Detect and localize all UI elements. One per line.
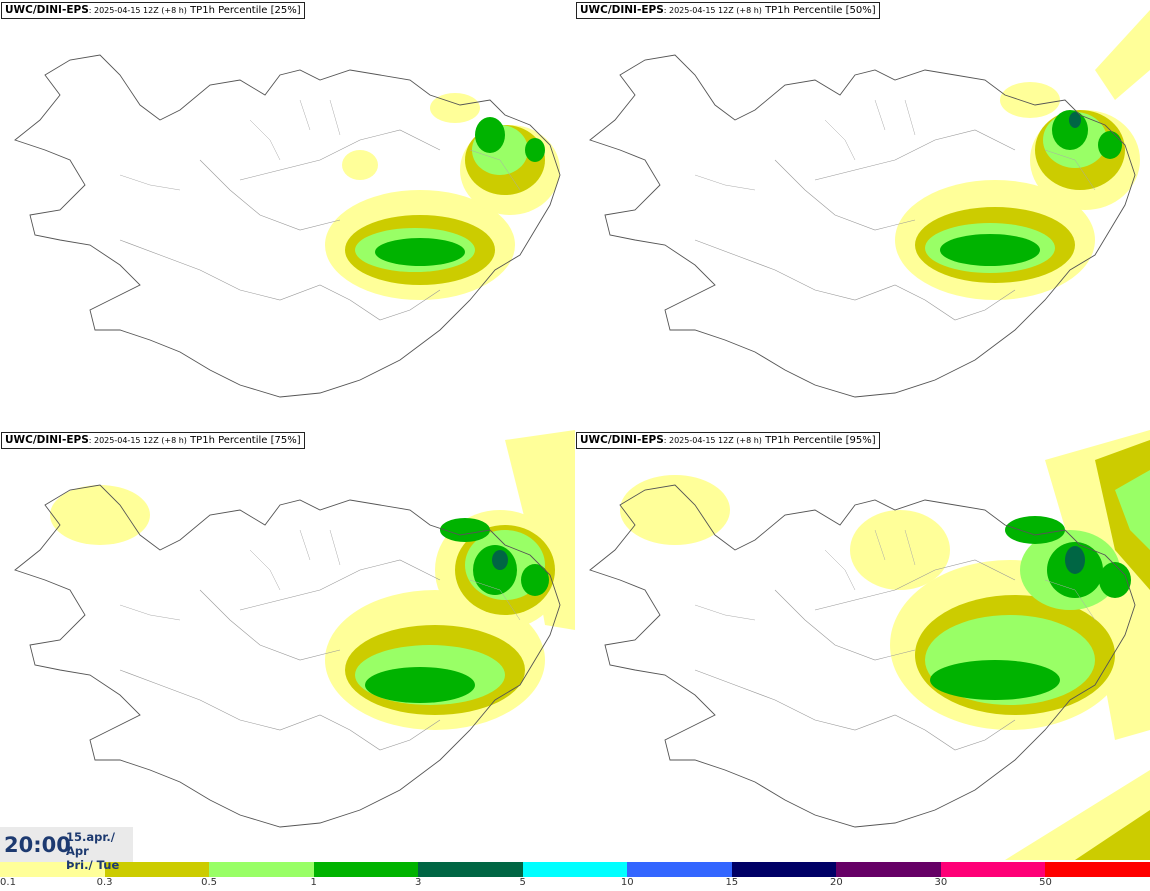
precip-area: [50, 485, 150, 545]
precip-map: [14, 430, 575, 828]
precip-area: [342, 150, 378, 180]
precip-area: [475, 117, 505, 153]
precip-area: [1099, 562, 1131, 598]
precip-map: [589, 430, 1150, 860]
colorbar-swatch: [522, 862, 628, 877]
colorbar-swatch: [836, 862, 941, 877]
panel-title: UWC/DINI-EPS: 2025-04-15 12Z (+8 h) TP1h…: [1, 2, 305, 19]
colorbar-swatch: [418, 862, 523, 877]
map-panel-25pct: UWC/DINI-EPS: 2025-04-15 12Z (+8 h) TP1h…: [0, 0, 575, 430]
precip-area: [940, 234, 1040, 266]
colorbar-swatch: [209, 862, 314, 877]
colorbar-swatch: [1045, 862, 1150, 877]
valid-time-box: 20:00 15.apr./ Apr Þri./ Tue: [0, 827, 133, 872]
colorbar-ticks: 0.1 0.3 0.5 1 3 5 10 15 20 30 50: [0, 877, 1150, 891]
precip-area: [1095, 10, 1150, 100]
colorbar-tick-label: 5: [519, 877, 526, 888]
precip-area: [365, 667, 475, 703]
precip-area: [440, 518, 490, 542]
precip-colorbar: [0, 862, 1150, 877]
precip-area: [1095, 440, 1150, 590]
panel-title: UWC/DINI-EPS: 2025-04-15 12Z (+8 h) TP1h…: [1, 432, 305, 449]
valid-date: 15.apr./ Apr Þri./ Tue: [66, 830, 120, 872]
colorbar-tick-label: 0.1: [0, 877, 16, 888]
precip-area: [1098, 131, 1122, 159]
colorbar-swatch: [313, 862, 419, 877]
precip-map: [589, 10, 1150, 398]
colorbar-tick-label: 3: [414, 877, 422, 888]
colorbar-tick-label: 50: [1039, 877, 1052, 888]
colorbar-tick-label: 20: [829, 877, 843, 888]
precip-area: [930, 660, 1060, 700]
precip-area: [1115, 470, 1150, 550]
precip-area: [492, 550, 508, 570]
panel-title: UWC/DINI-EPS: 2025-04-15 12Z (+8 h) TP1h…: [576, 2, 880, 19]
colorbar-swatch: [627, 862, 732, 877]
precip-area: [850, 510, 950, 590]
precip-area: [1065, 546, 1085, 574]
colorbar-tick-label: 1: [310, 877, 317, 888]
map-panel-95pct: UWC/DINI-EPS: 2025-04-15 12Z (+8 h) TP1h…: [575, 430, 1150, 860]
colorbar-swatch: [940, 862, 1046, 877]
colorbar-tick-label: 0.5: [201, 877, 218, 888]
precip-map: [14, 54, 561, 398]
precip-area: [1069, 112, 1081, 128]
precip-area: [521, 564, 549, 596]
map-panel-75pct: UWC/DINI-EPS: 2025-04-15 12Z (+8 h) TP1h…: [0, 430, 575, 860]
map-panel-50pct: UWC/DINI-EPS: 2025-04-15 12Z (+8 h) TP1h…: [575, 0, 1150, 430]
colorbar-tick-label: 0.3: [96, 877, 113, 888]
colorbar-tick-label: 10: [620, 877, 634, 888]
precip-area: [430, 93, 480, 123]
precip-area: [1075, 810, 1150, 860]
precip-area: [1005, 516, 1065, 544]
precip-area: [620, 475, 730, 545]
valid-time: 20:00: [4, 833, 71, 857]
panel-title: UWC/DINI-EPS: 2025-04-15 12Z (+8 h) TP1h…: [576, 432, 880, 449]
precip-area: [525, 138, 545, 162]
colorbar-swatch: [104, 862, 210, 877]
colorbar-swatch: [0, 862, 105, 877]
colorbar-tick-label: 15: [725, 877, 739, 888]
precip-area: [375, 238, 465, 266]
colorbar-swatch: [731, 862, 837, 877]
colorbar-tick-label: 30: [934, 877, 948, 888]
panel-divider: [575, 0, 576, 862]
precip-area: [1000, 82, 1060, 118]
